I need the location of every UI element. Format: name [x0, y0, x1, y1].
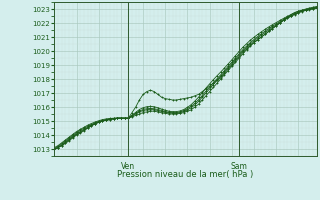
Text: Ven: Ven — [121, 162, 135, 171]
Text: Sam: Sam — [231, 162, 248, 171]
X-axis label: Pression niveau de la mer( hPa ): Pression niveau de la mer( hPa ) — [117, 170, 254, 179]
